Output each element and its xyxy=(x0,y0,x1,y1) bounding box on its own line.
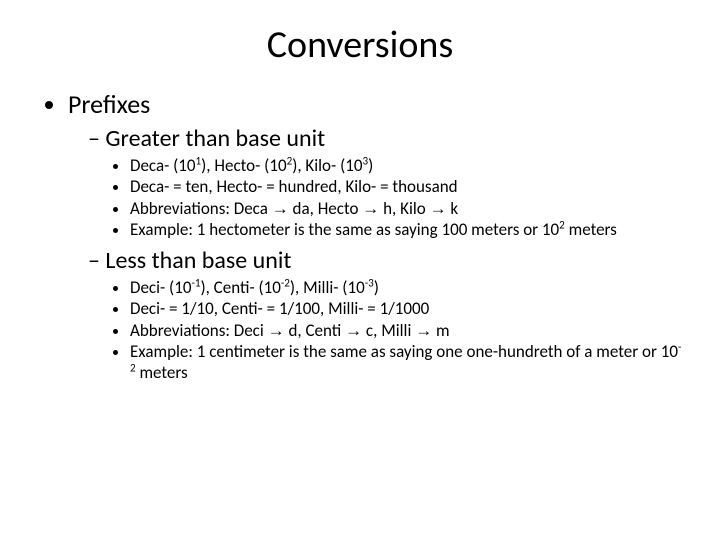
lvl3-item: Deca- = ten, Hecto- = hundred, Kilo- = t… xyxy=(130,176,682,197)
bullet-list-lvl3-less: Deci- (10-1), Centi- (10-2), Milli- (10-… xyxy=(88,277,682,383)
lvl3-item: Deci- = 1/10, Centi- = 1/100, Milli- = 1… xyxy=(130,298,682,319)
lvl3-item: Deca- (101), Hecto- (102), Kilo- (103) xyxy=(130,155,682,176)
lvl3-item: Abbreviations: Deca → da, Hecto → h, Kil… xyxy=(130,198,682,219)
lvl2-item-greater: Greater than base unit Deca- (101), Hect… xyxy=(88,124,682,240)
lvl2-item-less: Less than base unit Deci- (10-1), Centi-… xyxy=(88,246,682,383)
lvl3-item: Deci- (10-1), Centi- (10-2), Milli- (10-… xyxy=(130,277,682,298)
lvl3-item: Abbreviations: Deci → d, Centi → c, Mill… xyxy=(130,320,682,341)
lvl3-item: Example: 1 centimeter is the same as say… xyxy=(130,341,682,384)
lvl1-label: Prefixes xyxy=(68,88,150,120)
slide: Conversions Prefixes Greater than base u… xyxy=(0,0,720,540)
lvl2-heading-less: Less than base unit xyxy=(105,246,291,275)
lvl2-heading-greater: Greater than base unit xyxy=(105,124,325,153)
bullet-list-lvl2: Greater than base unit Deca- (101), Hect… xyxy=(68,124,682,383)
lvl3-item: Example: 1 hectometer is the same as say… xyxy=(130,219,682,240)
bullet-list-lvl3-greater: Deca- (101), Hecto- (102), Kilo- (103) D… xyxy=(88,155,682,240)
lvl1-item-prefixes: Prefixes Greater than base unit Deca- (1… xyxy=(68,88,682,383)
bullet-list-lvl1: Prefixes Greater than base unit Deca- (1… xyxy=(38,88,682,383)
slide-title: Conversions xyxy=(38,22,682,68)
